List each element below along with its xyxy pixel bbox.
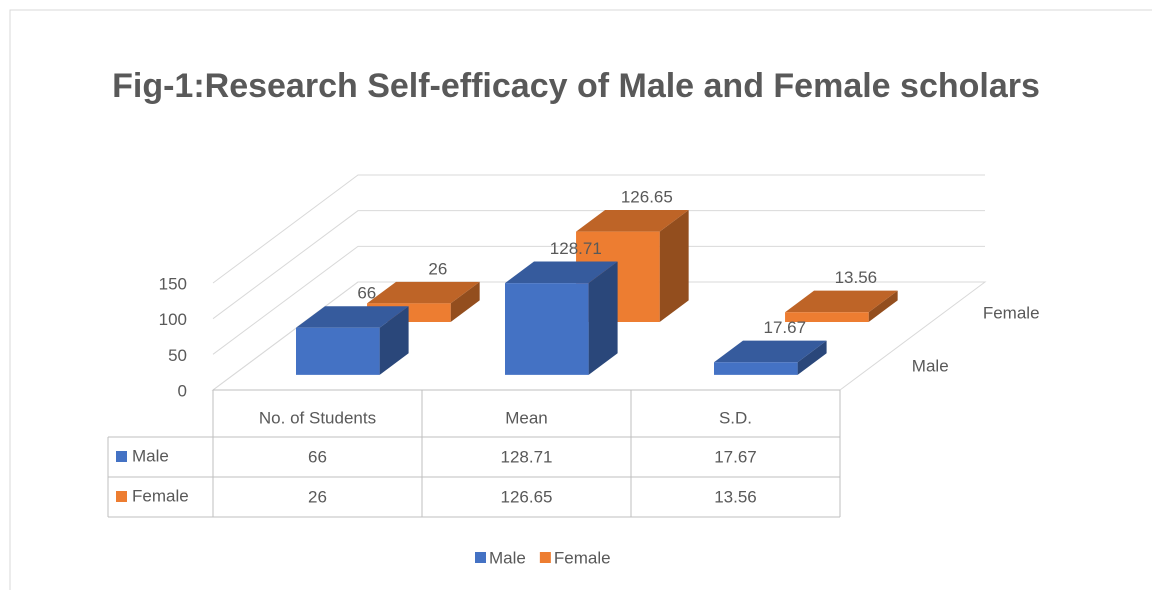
table-legend-key [116, 491, 127, 502]
bar-top [576, 210, 689, 232]
legend-label: Male [489, 548, 526, 567]
legend-label: Female [554, 548, 611, 567]
chart-title: Fig-1:Research Self-efficacy of Male and… [112, 67, 1040, 105]
bar-front [296, 327, 380, 375]
bar [296, 306, 409, 375]
table-header: No. of Students [259, 408, 376, 427]
y-tick-label: 100 [159, 310, 187, 329]
bar-front [505, 283, 589, 375]
bar-top [714, 340, 827, 363]
table-row-label: Female [132, 486, 189, 505]
table-cell: 66 [308, 447, 327, 466]
bar-side [797, 340, 827, 375]
bar [505, 261, 618, 375]
table-cell: 13.56 [714, 487, 757, 506]
bar-side [868, 290, 898, 322]
bar-top [505, 261, 618, 284]
table-legend-key [116, 451, 127, 462]
data-label: 128.71 [550, 239, 602, 258]
data-label: 13.56 [835, 268, 878, 287]
bar [785, 290, 898, 322]
bar [714, 340, 827, 375]
data-label: 66 [357, 284, 376, 303]
legend-key [539, 552, 551, 563]
table-row-label: Male [132, 446, 169, 465]
depth-axis-label: Female [983, 304, 1040, 323]
grid-line [212, 210, 985, 320]
table-cell: 26 [308, 487, 327, 506]
table-header: S.D. [719, 408, 752, 427]
bar-side [450, 281, 480, 322]
data-label: 17.67 [764, 318, 807, 337]
data-label: 126.65 [621, 188, 673, 207]
y-tick-label: 150 [159, 274, 187, 293]
bar-top [785, 290, 898, 313]
bar-top [367, 281, 480, 304]
grid-line [212, 245, 985, 355]
table-cell: 17.67 [714, 447, 757, 466]
data-label: 26 [428, 259, 447, 278]
table-header: Mean [505, 408, 548, 427]
grid-line [212, 174, 985, 284]
table-cell: 126.65 [501, 487, 553, 506]
grid-line [212, 281, 985, 391]
y-tick-label: 0 [178, 381, 187, 400]
table-cell: 128.71 [501, 447, 553, 466]
bar-side [659, 210, 689, 322]
legend-key [475, 552, 486, 563]
y-tick-label: 50 [168, 346, 187, 365]
chart-border [9, 9, 1152, 590]
bar-front [785, 312, 869, 322]
bar-top [296, 306, 409, 328]
depth-axis-label: Male [912, 357, 949, 376]
bar-front [714, 362, 798, 375]
bar-side [588, 261, 618, 375]
bar-side [379, 306, 409, 375]
